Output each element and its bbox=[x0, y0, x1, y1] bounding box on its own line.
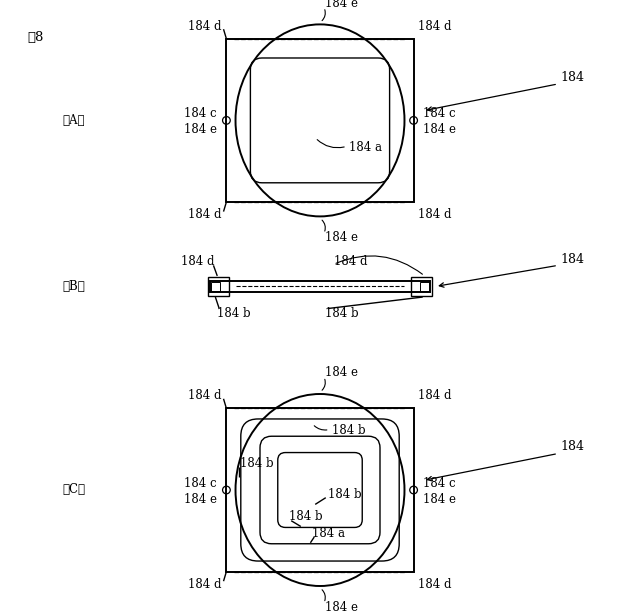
Bar bbox=[412, 277, 433, 296]
Text: 184 b: 184 b bbox=[240, 457, 273, 470]
Text: 184 a: 184 a bbox=[349, 141, 382, 154]
Text: 184 e: 184 e bbox=[184, 123, 217, 136]
Text: 184: 184 bbox=[560, 253, 584, 266]
Text: 184 b: 184 b bbox=[332, 424, 365, 437]
Text: 184 b: 184 b bbox=[325, 307, 358, 320]
Bar bbox=[227, 408, 413, 572]
Text: 184 c: 184 c bbox=[423, 477, 456, 490]
Text: 184 d: 184 d bbox=[419, 578, 452, 591]
Text: 184 e: 184 e bbox=[325, 367, 358, 379]
Text: 184: 184 bbox=[560, 440, 584, 453]
Text: 184 d: 184 d bbox=[419, 208, 452, 221]
Text: （B）: （B） bbox=[63, 280, 86, 293]
Text: 184 d: 184 d bbox=[181, 255, 214, 268]
Text: 184: 184 bbox=[560, 71, 584, 84]
Bar bbox=[227, 39, 413, 202]
Text: 184 c: 184 c bbox=[423, 107, 456, 120]
Bar bbox=[207, 277, 228, 296]
Text: 184 d: 184 d bbox=[188, 20, 221, 33]
Text: （A）: （A） bbox=[63, 114, 85, 127]
Text: 184 d: 184 d bbox=[419, 20, 452, 33]
Text: 184 d: 184 d bbox=[419, 389, 452, 402]
Text: 184 d: 184 d bbox=[188, 578, 221, 591]
Text: 184 d: 184 d bbox=[188, 389, 221, 402]
Bar bbox=[420, 282, 429, 291]
Text: 184 d: 184 d bbox=[335, 255, 368, 268]
Text: 184 d: 184 d bbox=[188, 208, 221, 221]
Bar bbox=[211, 282, 220, 291]
Text: 184 e: 184 e bbox=[325, 0, 358, 10]
Text: 184 b: 184 b bbox=[217, 307, 251, 320]
Text: 184 a: 184 a bbox=[312, 527, 346, 540]
Text: 184 e: 184 e bbox=[423, 493, 456, 506]
Text: 図8: 図8 bbox=[27, 31, 44, 44]
Text: 184 b: 184 b bbox=[328, 488, 362, 501]
Text: 184 e: 184 e bbox=[184, 493, 217, 506]
Bar bbox=[209, 281, 431, 292]
Text: 184 c: 184 c bbox=[184, 107, 217, 120]
Text: 184 e: 184 e bbox=[325, 231, 358, 244]
Text: 184 b: 184 b bbox=[289, 510, 323, 523]
Text: 184 e: 184 e bbox=[423, 123, 456, 136]
Text: 184 c: 184 c bbox=[184, 477, 217, 490]
Text: （C）: （C） bbox=[63, 483, 86, 497]
Text: 184 e: 184 e bbox=[325, 600, 358, 613]
